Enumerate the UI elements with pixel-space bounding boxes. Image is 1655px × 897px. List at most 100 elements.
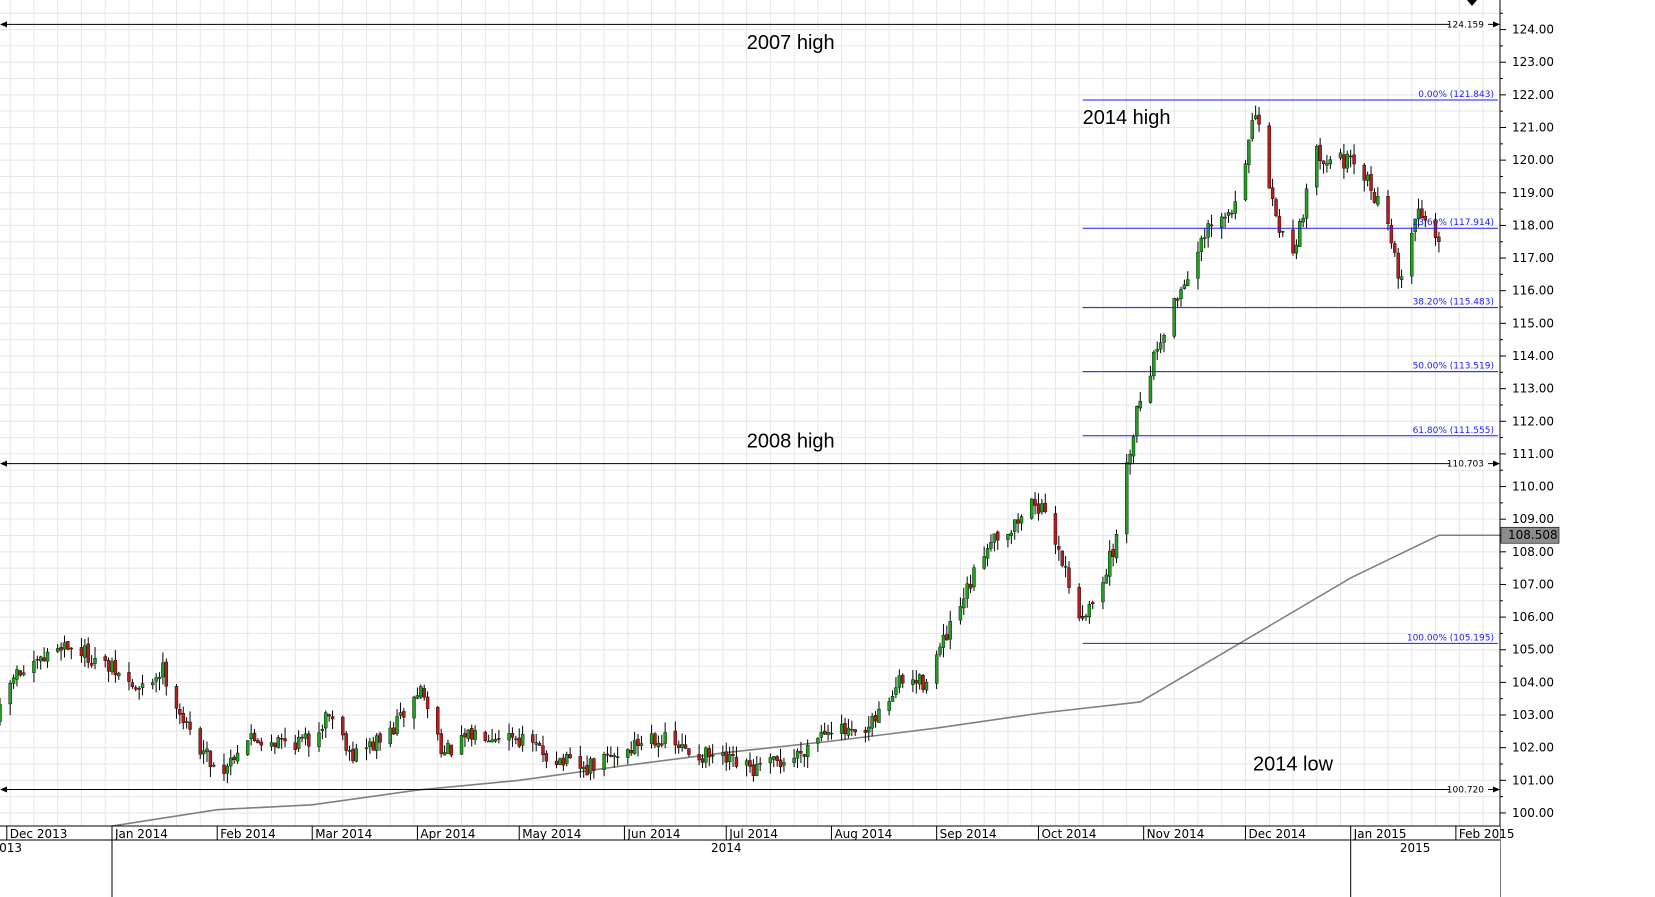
x-month-label: Jun 2014 (626, 827, 680, 841)
candle (870, 712, 874, 737)
candle (1013, 519, 1017, 540)
candle-body-down (636, 738, 640, 746)
candle (93, 646, 97, 670)
candle (992, 533, 997, 552)
candle (1318, 137, 1322, 170)
level-label: 100.720 (1447, 785, 1484, 795)
candle (1053, 505, 1058, 555)
candle (901, 673, 905, 689)
candle-body-down (799, 751, 803, 754)
candle-body-up (490, 739, 494, 743)
candle (1423, 211, 1428, 228)
candle (89, 655, 94, 668)
candle-body-up (867, 726, 871, 733)
candle-body-up (154, 677, 158, 682)
candle (775, 755, 779, 767)
candle-body-down (181, 713, 185, 723)
fib-level: 0.00% (121.843) (1082, 90, 1498, 101)
candle-body-up (8, 683, 12, 705)
candle (69, 647, 73, 660)
last-value-label: 108.508 (1508, 528, 1558, 542)
candle (42, 647, 46, 662)
candle-body-up (15, 669, 19, 680)
candle-body-down (683, 744, 688, 749)
candle-body-down (775, 756, 779, 761)
candle (1128, 449, 1132, 475)
candle-body-down (609, 755, 613, 757)
candle-body-down (137, 688, 141, 690)
x-axis-bg (0, 826, 1500, 897)
candle (565, 751, 569, 767)
y-tick-label: 112.00 (1512, 414, 1554, 428)
candle-body-down (232, 756, 236, 761)
candle (164, 658, 168, 696)
candle (39, 655, 43, 670)
candle-body-down (42, 657, 46, 662)
candle-body-up (558, 758, 562, 765)
candle-body-down (853, 729, 857, 733)
candle-body-up (1006, 534, 1010, 540)
candle (127, 662, 131, 691)
candle-body-up (55, 648, 60, 652)
candle-body-down (731, 754, 735, 756)
candle-body-down (1175, 298, 1180, 301)
candle-body-down (968, 583, 973, 589)
candle (1253, 105, 1258, 121)
candle (965, 576, 969, 608)
candle (1420, 199, 1424, 219)
y-tick-label: 115.00 (1512, 316, 1554, 330)
x-month-label: Dec 2013 (10, 827, 68, 841)
candle-body-up (1325, 163, 1329, 166)
candle-body-up (246, 740, 250, 755)
candle (1009, 530, 1014, 544)
candle (86, 637, 90, 669)
candle (1155, 341, 1159, 360)
candle (673, 721, 678, 754)
candle-body-up (1315, 146, 1319, 188)
candle (439, 728, 443, 758)
candle (822, 722, 827, 735)
candle (1172, 297, 1176, 339)
x-year-label: 2014 (711, 841, 742, 855)
candle (782, 757, 786, 772)
candle (1182, 279, 1187, 290)
candle-body-up (320, 728, 325, 731)
candle (704, 746, 708, 769)
candle (330, 710, 335, 730)
candle-body-up (582, 766, 586, 770)
candle (1124, 453, 1129, 544)
candle (347, 745, 352, 761)
candle-body-up (466, 729, 471, 739)
candle-body-up (1203, 237, 1207, 239)
candle-body-up (795, 750, 800, 759)
candle-body-down (510, 732, 515, 738)
candle (62, 635, 67, 658)
y-axis-bg (1500, 0, 1655, 897)
candle (721, 745, 725, 765)
candle-body-up (816, 738, 820, 744)
candle (201, 740, 206, 764)
candle-body-up (157, 676, 162, 680)
candle (639, 735, 644, 751)
fib-label: 38.20% (115.483) (1413, 298, 1494, 308)
candle (341, 715, 345, 741)
candle (1304, 183, 1309, 229)
candle (259, 737, 264, 752)
candle (677, 740, 681, 754)
x-month-label: Sep 2014 (940, 827, 997, 841)
candle-body-down (1362, 164, 1366, 181)
candle-body-up (395, 716, 399, 734)
candle (388, 721, 392, 748)
candle-body-down (873, 715, 878, 722)
candle-body-down (252, 732, 257, 742)
fib-label: 50.00% (113.519) (1413, 362, 1494, 372)
candle (151, 678, 155, 690)
candle-body-up (520, 733, 525, 746)
annotations: 2007 high 2014 high 2008 high 2014 low (747, 32, 1334, 775)
candle (1063, 555, 1068, 578)
candle (1040, 498, 1044, 515)
candle-body-down (130, 682, 135, 687)
candle (470, 724, 474, 747)
candle-body-down (391, 727, 396, 735)
candle (534, 734, 538, 752)
